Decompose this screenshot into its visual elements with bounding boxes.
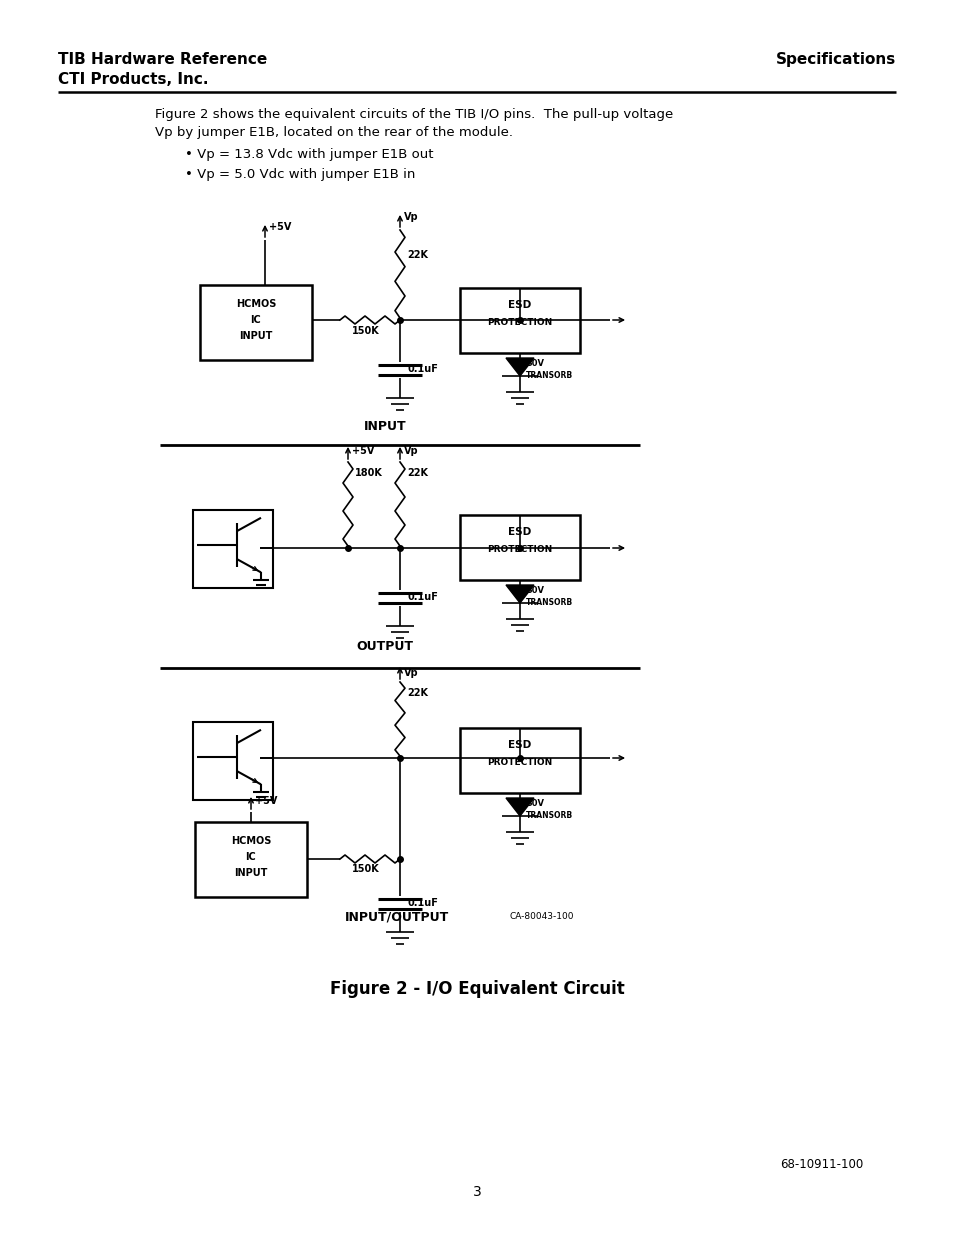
Bar [459,288,579,353]
Text: TIB Hardware Reference: TIB Hardware Reference [58,52,267,67]
Text: • Vp = 13.8 Vdc with jumper E1B out: • Vp = 13.8 Vdc with jumper E1B out [185,148,433,161]
Text: INPUT/OUTPUT: INPUT/OUTPUT [345,910,449,923]
Text: 150K: 150K [352,864,379,874]
Text: TRANSORB: TRANSORB [525,598,573,606]
Text: +5V: +5V [254,797,277,806]
Text: HCMOS: HCMOS [231,836,271,846]
Text: HCMOS: HCMOS [235,299,276,309]
Text: INPUT: INPUT [234,868,268,878]
Text: CTI Products, Inc.: CTI Products, Inc. [58,72,209,86]
Bar [200,285,312,359]
Text: Vp: Vp [403,668,418,678]
Text: 30V: 30V [525,359,543,368]
Text: PROTECTION: PROTECTION [487,758,552,767]
Text: INPUT: INPUT [239,331,273,341]
Text: • Vp = 5.0 Vdc with jumper E1B in: • Vp = 5.0 Vdc with jumper E1B in [185,168,415,182]
Text: 22K: 22K [407,688,428,698]
Text: PROTECTION: PROTECTION [487,545,552,555]
Text: Vp: Vp [403,212,418,222]
Text: IC: IC [245,852,256,862]
Text: 30V: 30V [525,799,543,808]
Text: TRANSORB: TRANSORB [525,811,573,820]
Text: 150K: 150K [352,326,379,336]
Text: ESD: ESD [508,527,531,537]
Text: 0.1uF: 0.1uF [408,364,438,374]
Text: 22K: 22K [407,249,428,261]
Text: TRANSORB: TRANSORB [525,370,573,380]
Text: Specifications: Specifications [775,52,895,67]
Polygon shape [505,798,534,816]
Text: 0.1uF: 0.1uF [408,592,438,601]
Bar [459,727,579,793]
Text: Vp: Vp [403,446,418,456]
Text: +5V: +5V [352,446,374,456]
Text: 0.1uF: 0.1uF [408,898,438,908]
Text: ESD: ESD [508,740,531,750]
Bar [459,515,579,580]
Text: IC: IC [251,315,261,325]
Bar [193,722,273,800]
Text: INPUT: INPUT [363,420,406,433]
Text: 3: 3 [472,1186,481,1199]
Text: 30V: 30V [525,585,543,595]
Text: +5V: +5V [269,222,291,232]
Bar [193,510,273,588]
Polygon shape [505,585,534,603]
Text: Figure 2 - I/O Equivalent Circuit: Figure 2 - I/O Equivalent Circuit [330,981,623,998]
Text: 68-10911-100: 68-10911-100 [780,1158,862,1171]
Text: ESD: ESD [508,300,531,310]
Text: PROTECTION: PROTECTION [487,317,552,327]
Polygon shape [505,358,534,375]
Text: CA-80043-100: CA-80043-100 [510,911,574,921]
Text: Figure 2 shows the equivalent circuits of the TIB I/O pins.  The pull-up voltage: Figure 2 shows the equivalent circuits o… [154,107,673,121]
Text: Vp by jumper E1B, located on the rear of the module.: Vp by jumper E1B, located on the rear of… [154,126,513,140]
Text: OUTPUT: OUTPUT [356,640,413,653]
Bar [194,823,307,897]
Text: 180K: 180K [355,468,382,478]
Text: 22K: 22K [407,468,428,478]
